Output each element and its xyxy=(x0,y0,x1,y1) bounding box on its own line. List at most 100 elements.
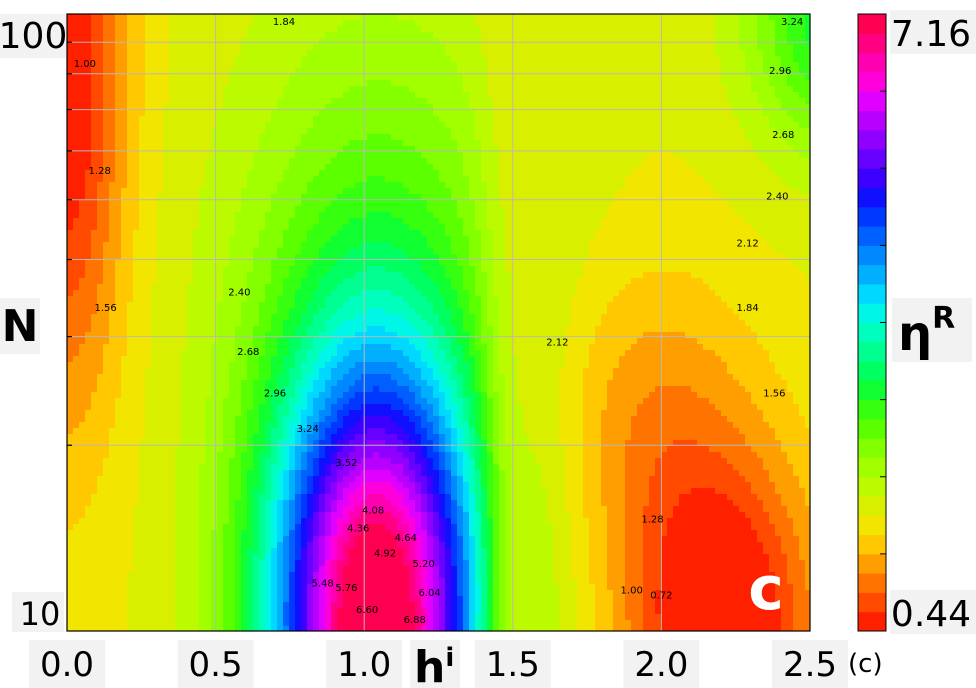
contour-cell xyxy=(283,494,290,501)
contour-cell xyxy=(343,176,350,183)
contour-cell xyxy=(223,548,230,555)
contour-cell xyxy=(205,242,212,249)
contour-cell xyxy=(211,380,218,387)
contour-cell xyxy=(259,416,266,423)
contour-cell xyxy=(157,314,164,321)
contour-cell xyxy=(97,152,104,159)
contour-cell xyxy=(211,398,218,405)
contour-cell xyxy=(337,620,344,627)
contour-cell xyxy=(241,314,248,321)
contour-cell xyxy=(289,140,296,147)
contour-cell xyxy=(283,374,290,381)
contour-cell xyxy=(247,374,254,381)
contour-cell xyxy=(163,536,170,543)
contour-cell xyxy=(85,536,92,543)
contour-cell xyxy=(241,32,248,39)
contour-cell xyxy=(67,572,74,579)
contour-cell xyxy=(289,530,296,537)
contour-cell xyxy=(115,260,122,267)
contour-cell xyxy=(289,188,296,195)
contour-cell xyxy=(145,620,152,627)
contour-cell xyxy=(127,176,134,183)
contour-cell xyxy=(271,584,278,591)
contour-cell xyxy=(97,356,104,363)
contour-cell xyxy=(79,614,86,621)
contour-cell xyxy=(325,422,332,429)
contour-cell xyxy=(253,176,260,183)
contour-cell xyxy=(265,92,272,99)
contour-cell xyxy=(193,596,200,603)
contour-cell xyxy=(289,368,296,375)
contour-cell xyxy=(337,458,344,465)
contour-cell xyxy=(259,98,266,105)
contour-cell xyxy=(127,206,134,213)
contour-cell xyxy=(331,452,338,459)
contour-cell xyxy=(295,320,302,327)
contour-cell xyxy=(103,272,110,279)
contour-cell xyxy=(307,236,314,243)
contour-cell xyxy=(133,410,140,417)
contour-cell xyxy=(217,62,224,69)
contour-cell xyxy=(313,272,320,279)
contour-cell xyxy=(271,494,278,501)
contour-cell xyxy=(265,86,272,93)
contour-cell xyxy=(313,440,320,447)
contour-cell xyxy=(217,464,224,471)
contour-cell xyxy=(217,404,224,411)
contour-cell xyxy=(157,74,164,81)
contour-cell xyxy=(331,506,338,513)
contour-cell xyxy=(271,440,278,447)
contour-cell xyxy=(355,146,362,153)
contour-cell xyxy=(91,494,98,501)
contour-cell xyxy=(223,254,230,261)
contour-cell xyxy=(157,470,164,477)
contour-cell xyxy=(151,320,158,327)
contour-cell xyxy=(331,314,338,321)
contour-cell xyxy=(193,584,200,591)
contour-cell xyxy=(169,224,176,231)
contour-cell xyxy=(223,356,230,363)
contour-cell xyxy=(157,170,164,177)
contour-cell xyxy=(73,308,80,315)
contour-cell xyxy=(217,206,224,213)
contour-cell xyxy=(163,542,170,549)
contour-cell xyxy=(115,338,122,345)
contour-cell xyxy=(157,32,164,39)
contour-cell xyxy=(271,230,278,237)
contour-cell xyxy=(235,572,242,579)
contour-cell xyxy=(223,104,230,111)
contour-cell xyxy=(313,572,320,579)
contour-cell xyxy=(355,68,362,75)
contour-cell xyxy=(235,470,242,477)
contour-cell xyxy=(229,188,236,195)
contour-cell xyxy=(157,626,164,631)
contour-cell xyxy=(199,374,206,381)
contour-cell xyxy=(151,548,158,555)
contour-cell xyxy=(355,44,362,51)
contour-cell xyxy=(295,230,302,237)
contour-cell xyxy=(349,296,356,303)
contour-cell xyxy=(193,338,200,345)
contour-cell xyxy=(97,386,104,393)
contour-cell xyxy=(91,554,98,561)
contour-cell xyxy=(325,236,332,243)
contour-cell xyxy=(349,434,356,441)
contour-cell xyxy=(127,404,134,411)
contour-cell xyxy=(85,272,92,279)
contour-cell xyxy=(145,20,152,27)
contour-cell xyxy=(97,194,104,201)
contour-cell xyxy=(73,272,80,279)
contour-cell xyxy=(229,470,236,477)
contour-cell xyxy=(229,344,236,351)
contour-cell xyxy=(139,26,146,33)
contour-cell xyxy=(295,410,302,417)
contour-cell xyxy=(115,308,122,315)
contour-cell xyxy=(103,548,110,555)
contour-cell xyxy=(103,584,110,591)
contour-cell xyxy=(139,440,146,447)
contour-cell xyxy=(217,158,224,165)
contour-cell xyxy=(151,224,158,231)
contour-cell xyxy=(79,536,86,543)
contour-cell xyxy=(133,332,140,339)
contour-cell xyxy=(241,332,248,339)
